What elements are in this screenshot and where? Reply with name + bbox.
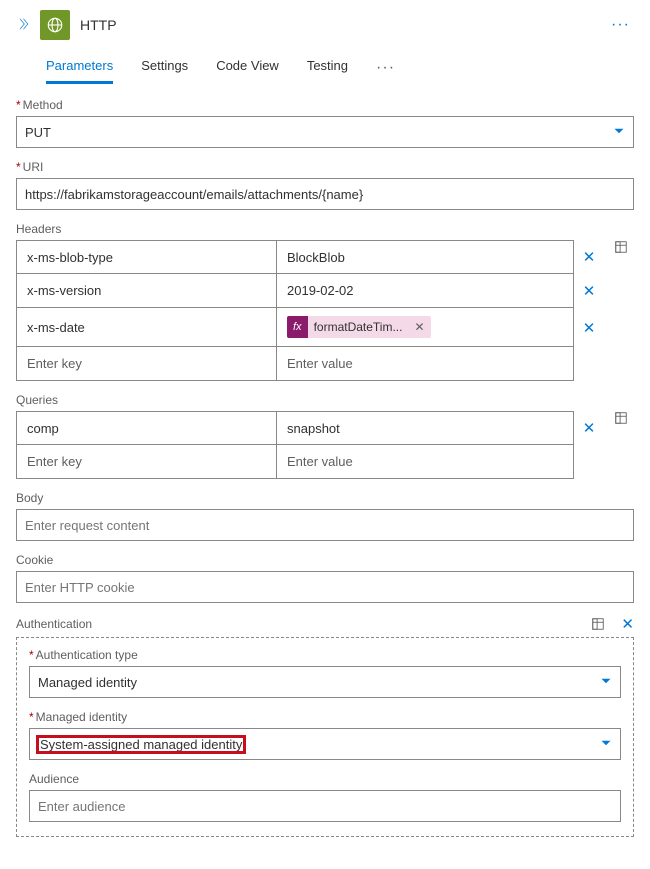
tab-code-view[interactable]: Code View <box>216 52 279 84</box>
header-key-placeholder[interactable]: Enter key <box>16 347 276 381</box>
http-action-icon <box>40 10 70 40</box>
tab-settings[interactable]: Settings <box>141 52 188 84</box>
body-input[interactable] <box>16 509 634 541</box>
body-field: Body <box>16 491 634 541</box>
authentication-label: Authentication <box>16 617 92 631</box>
uri-label: URI <box>23 160 44 174</box>
header-value[interactable]: fx formatDateTim... ✕ <box>276 308 574 347</box>
required-star-icon: * <box>29 710 34 724</box>
remove-expression-button[interactable]: ✕ <box>408 320 430 334</box>
audience-label: Audience <box>29 772 79 786</box>
method-label: Method <box>23 98 63 112</box>
query-value-placeholder[interactable]: Enter value <box>276 445 574 479</box>
query-key[interactable]: comp <box>16 411 276 445</box>
required-star-icon: * <box>16 160 21 174</box>
body-label: Body <box>16 491 43 505</box>
auth-type-label: Authentication type <box>36 648 138 662</box>
cookie-field: Cookie <box>16 553 634 603</box>
chevron-down-icon <box>600 737 612 752</box>
fx-badge-icon: fx <box>287 316 308 338</box>
header-key[interactable]: x-ms-blob-type <box>16 240 276 274</box>
uri-field: *URI <box>16 160 634 210</box>
tab-parameters[interactable]: Parameters <box>46 52 113 84</box>
remove-row-button[interactable]: ✕ <box>583 419 596 437</box>
expression-chip[interactable]: fx formatDateTim... ✕ <box>287 316 431 338</box>
managed-identity-select[interactable]: System-assigned managed identity <box>29 728 621 760</box>
cookie-input[interactable] <box>16 571 634 603</box>
expression-text: formatDateTim... <box>308 320 409 334</box>
method-field: *Method PUT <box>16 98 634 148</box>
remove-row-button[interactable]: ✕ <box>583 282 596 300</box>
remove-row-button[interactable]: ✕ <box>583 248 596 266</box>
managed-identity-value: System-assigned managed identity <box>38 737 244 752</box>
auth-type-value: Managed identity <box>38 675 137 690</box>
query-value[interactable]: snapshot <box>276 411 574 445</box>
header-value-placeholder[interactable]: Enter value <box>276 347 574 381</box>
queries-label: Queries <box>16 393 58 407</box>
tab-testing[interactable]: Testing <box>307 52 348 84</box>
headers-mode-toggle-icon[interactable] <box>608 240 634 254</box>
header-value[interactable]: BlockBlob <box>276 240 574 274</box>
header-value[interactable]: 2019-02-02 <box>276 274 574 308</box>
chevron-down-icon <box>613 125 625 140</box>
remove-auth-button[interactable]: ✕ <box>621 615 634 633</box>
authentication-box: *Authentication type Managed identity *M… <box>16 637 634 837</box>
header-key[interactable]: x-ms-date <box>16 308 276 347</box>
table-row: comp snapshot ✕ <box>16 411 604 445</box>
query-key-placeholder[interactable]: Enter key <box>16 445 276 479</box>
queries-mode-toggle-icon[interactable] <box>608 411 634 425</box>
header-key[interactable]: x-ms-version <box>16 274 276 308</box>
queries-table: comp snapshot ✕ Enter key Enter value <box>16 411 604 479</box>
expand-chevron-icon[interactable] <box>16 17 30 34</box>
queries-section: Queries comp snapshot ✕ Enter key Enter … <box>16 393 634 479</box>
table-row: x-ms-date fx formatDateTim... ✕ ✕ <box>16 308 604 347</box>
table-row: x-ms-version 2019-02-02 ✕ <box>16 274 604 308</box>
headers-table: x-ms-blob-type BlockBlob ✕ x-ms-version … <box>16 240 604 381</box>
managed-identity-label: Managed identity <box>36 710 127 724</box>
table-row-placeholder: Enter key Enter value <box>16 347 604 381</box>
uri-input[interactable] <box>16 178 634 210</box>
headers-label: Headers <box>16 222 61 236</box>
authentication-section: Authentication ✕ *Authentication type Ma… <box>16 615 634 837</box>
tabs-more-button[interactable]: ··· <box>376 59 395 77</box>
chevron-down-icon <box>600 675 612 690</box>
audience-input[interactable] <box>29 790 621 822</box>
headers-section: Headers x-ms-blob-type BlockBlob ✕ x-ms-… <box>16 222 634 381</box>
required-star-icon: * <box>29 648 34 662</box>
required-star-icon: * <box>16 98 21 112</box>
tab-bar: Parameters Settings Code View Testing ··… <box>16 52 634 84</box>
method-value: PUT <box>25 125 51 140</box>
cookie-label: Cookie <box>16 553 53 567</box>
action-header: HTTP ··· <box>16 10 634 40</box>
auth-mode-toggle-icon[interactable] <box>585 617 611 631</box>
auth-type-select[interactable]: Managed identity <box>29 666 621 698</box>
table-row-placeholder: Enter key Enter value <box>16 445 604 479</box>
more-options-button[interactable]: ··· <box>607 16 634 34</box>
method-select[interactable]: PUT <box>16 116 634 148</box>
table-row: x-ms-blob-type BlockBlob ✕ <box>16 240 604 274</box>
remove-row-button[interactable]: ✕ <box>583 319 596 337</box>
action-title: HTTP <box>80 17 117 33</box>
